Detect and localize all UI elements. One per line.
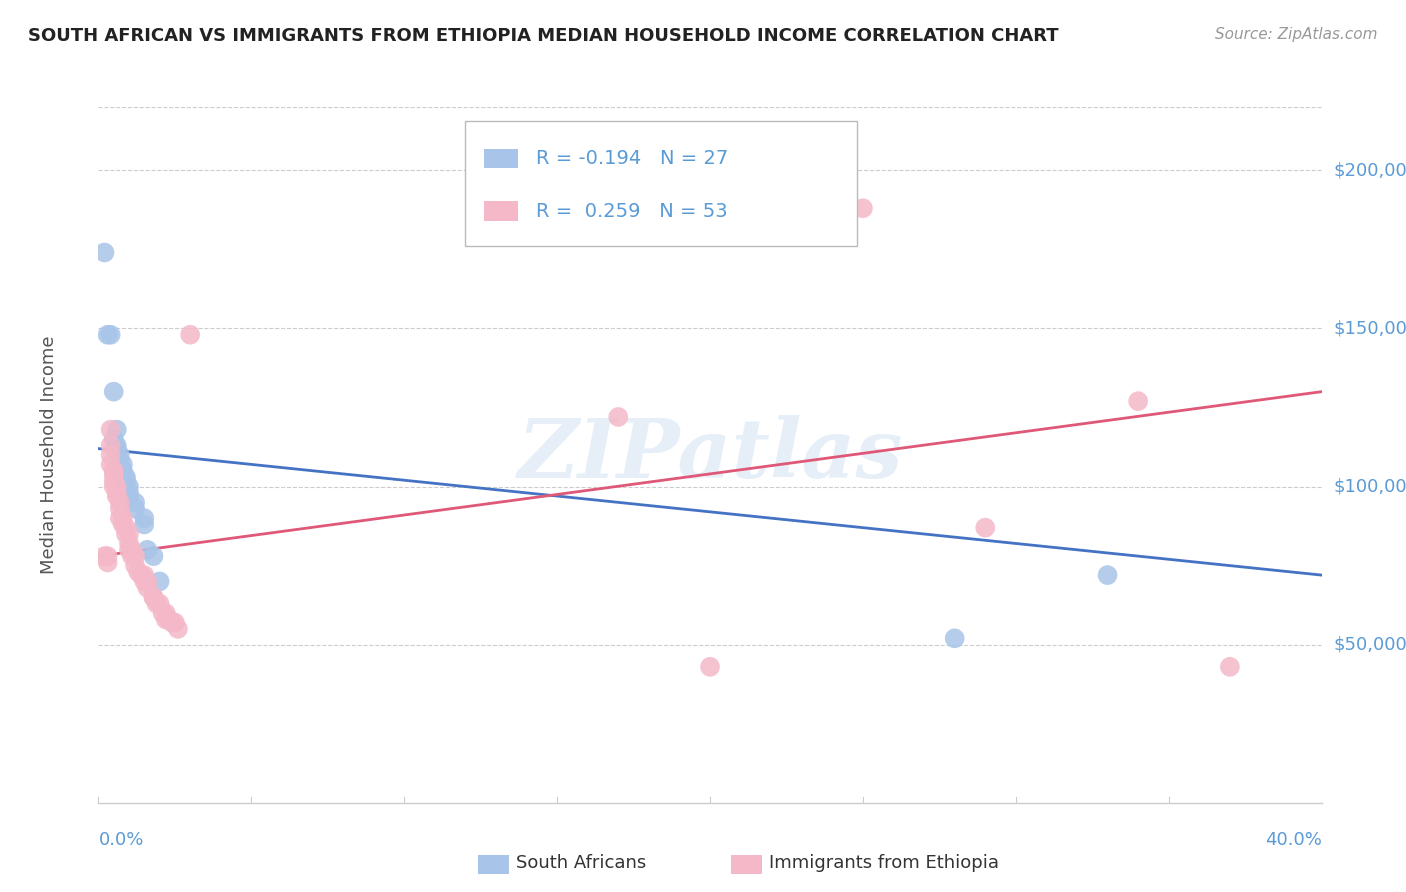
Point <box>118 489 141 503</box>
Point <box>108 454 131 468</box>
Point <box>118 542 141 557</box>
Point <box>105 442 128 456</box>
FancyBboxPatch shape <box>484 149 517 169</box>
Point <box>105 423 128 437</box>
Point <box>105 438 128 452</box>
Point <box>118 479 141 493</box>
Point <box>145 597 167 611</box>
Point <box>115 527 138 541</box>
Point <box>167 622 190 636</box>
Point <box>124 549 146 563</box>
Point <box>149 574 172 589</box>
Point <box>129 568 152 582</box>
Point <box>155 612 177 626</box>
Point <box>124 495 146 509</box>
Point <box>108 511 131 525</box>
Point <box>103 384 125 399</box>
Text: $150,000: $150,000 <box>1334 319 1406 337</box>
Point <box>152 606 174 620</box>
Text: $50,000: $50,000 <box>1334 636 1406 654</box>
Text: SOUTH AFRICAN VS IMMIGRANTS FROM ETHIOPIA MEDIAN HOUSEHOLD INCOME CORRELATION CH: SOUTH AFRICAN VS IMMIGRANTS FROM ETHIOPI… <box>28 27 1059 45</box>
Point <box>179 327 201 342</box>
FancyBboxPatch shape <box>465 121 856 246</box>
Text: $100,000: $100,000 <box>1334 477 1406 496</box>
Point <box>103 464 125 478</box>
Text: Source: ZipAtlas.com: Source: ZipAtlas.com <box>1215 27 1378 42</box>
Point <box>136 574 159 589</box>
Point <box>136 542 159 557</box>
Point <box>142 591 165 605</box>
Point <box>115 470 138 484</box>
Point <box>607 409 630 424</box>
Point <box>163 615 186 630</box>
Point <box>134 517 156 532</box>
Text: South Africans: South Africans <box>516 855 647 872</box>
Point <box>142 549 165 563</box>
Point <box>124 501 146 516</box>
Point <box>108 495 131 509</box>
Point <box>155 606 177 620</box>
Point <box>115 479 138 493</box>
Point <box>103 467 125 481</box>
Point <box>105 479 128 493</box>
Point <box>103 473 125 487</box>
Point <box>111 458 134 472</box>
Point <box>121 542 143 557</box>
FancyBboxPatch shape <box>484 202 517 221</box>
Point <box>118 486 141 500</box>
Point <box>134 574 156 589</box>
Point <box>142 591 165 605</box>
Text: ZIPatlas: ZIPatlas <box>517 415 903 495</box>
Point <box>134 511 156 525</box>
Point <box>1219 660 1241 674</box>
Point <box>93 245 115 260</box>
Text: $200,000: $200,000 <box>1334 161 1406 179</box>
Point <box>118 527 141 541</box>
Point <box>100 327 122 342</box>
Point <box>699 660 721 674</box>
Point <box>97 556 120 570</box>
Text: Immigrants from Ethiopia: Immigrants from Ethiopia <box>769 855 1000 872</box>
Point <box>100 423 122 437</box>
Point <box>103 432 125 446</box>
Point <box>160 615 183 630</box>
Point <box>149 597 172 611</box>
Point <box>1128 394 1150 409</box>
Point <box>115 473 138 487</box>
Text: R =  0.259   N = 53: R = 0.259 N = 53 <box>536 202 728 220</box>
Text: R = -0.194   N = 27: R = -0.194 N = 27 <box>536 149 728 168</box>
Point <box>108 501 131 516</box>
Point <box>97 327 120 342</box>
Point <box>105 486 128 500</box>
Text: 40.0%: 40.0% <box>1265 830 1322 848</box>
Point <box>134 568 156 582</box>
Point <box>103 479 125 493</box>
Point <box>100 448 122 462</box>
Point <box>1097 568 1119 582</box>
Point <box>105 489 128 503</box>
Point <box>93 549 115 563</box>
Point <box>100 458 122 472</box>
Point <box>852 201 875 215</box>
Point <box>108 448 131 462</box>
Point <box>115 521 138 535</box>
Point <box>127 565 149 579</box>
Point <box>111 511 134 525</box>
Point <box>157 612 180 626</box>
Point <box>124 558 146 573</box>
Point <box>121 549 143 563</box>
Point <box>118 536 141 550</box>
Point <box>111 517 134 532</box>
Text: 0.0%: 0.0% <box>98 830 143 848</box>
Point <box>943 632 966 646</box>
Point <box>111 464 134 478</box>
Point <box>97 549 120 563</box>
Point <box>100 438 122 452</box>
Text: Median Household Income: Median Household Income <box>41 335 59 574</box>
Point <box>974 521 997 535</box>
Point <box>136 581 159 595</box>
